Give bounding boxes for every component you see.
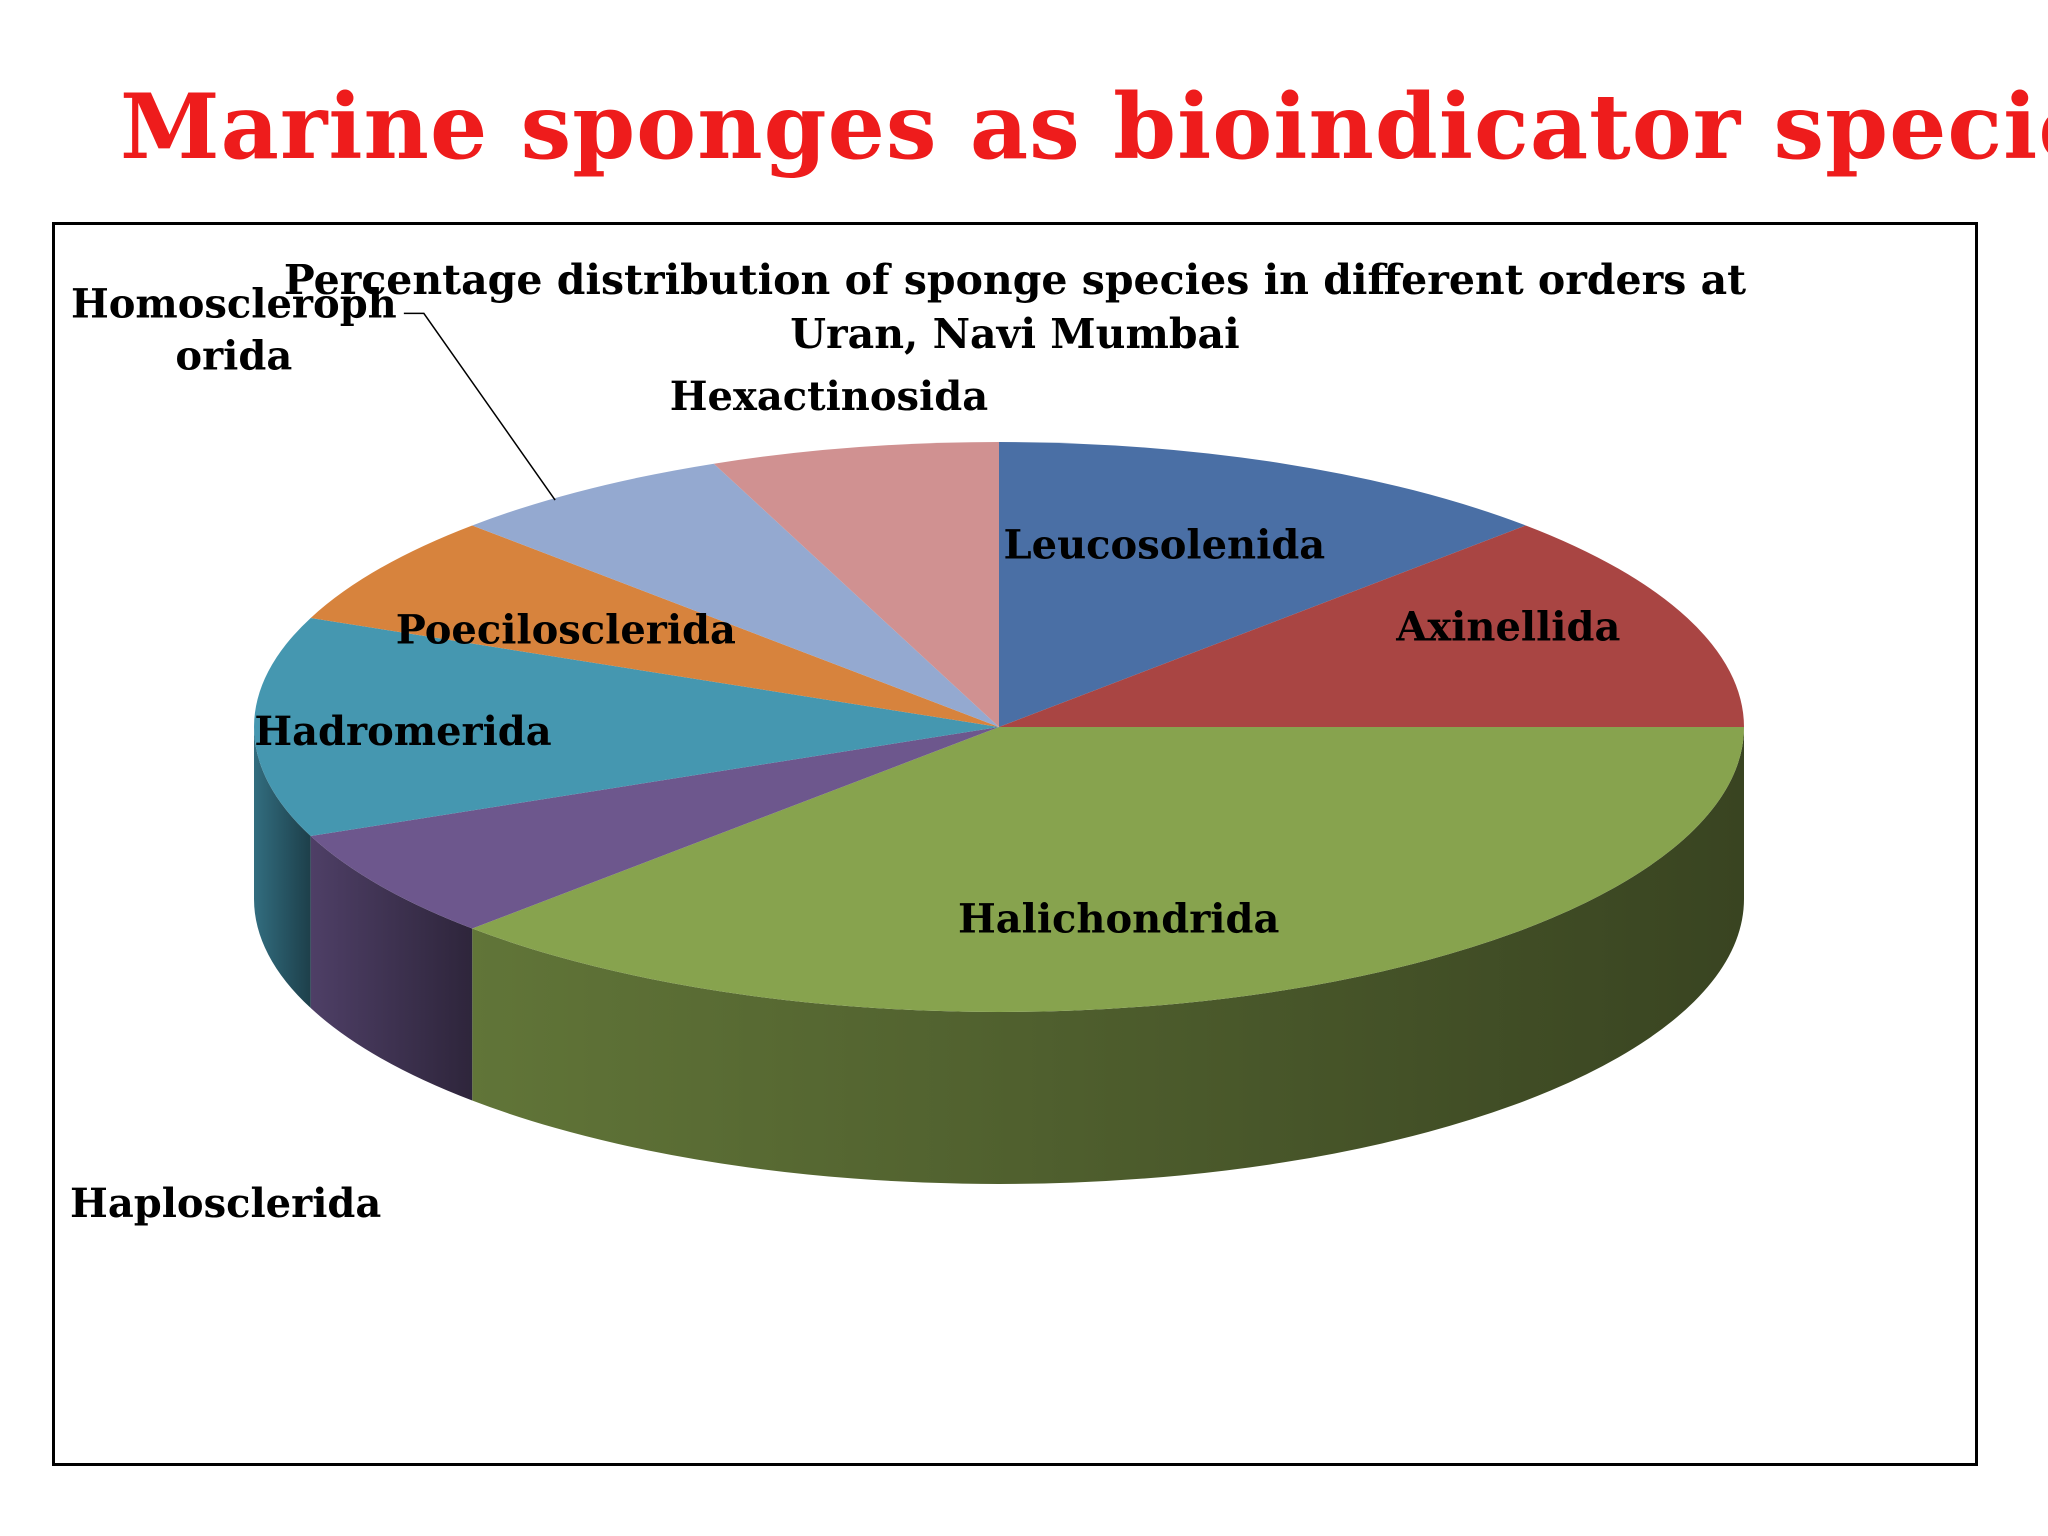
data-label-line: Hadromerida — [254, 708, 551, 755]
leader-line-homoscleroph-orida — [403, 312, 556, 501]
pie-slice-haplosclerida — [310, 727, 999, 929]
data-label-line: Hexactinosida — [670, 373, 988, 420]
chart-title-line-1: Percentage distribution of sponge specie… — [283, 256, 1747, 304]
data-label-hadromerida: Hadromerida — [254, 708, 551, 755]
data-label-poecilosclerida: Poecilosclerida — [396, 607, 736, 654]
data-label-axinellida: Axinellida — [1395, 603, 1620, 650]
data-label-line: Halichondrida — [958, 895, 1279, 942]
data-label-hexactinosida: Hexactinosida — [670, 373, 988, 420]
pie-slice-homoscleroph-orida — [472, 463, 1000, 727]
pie-side-haplosclerida — [310, 836, 473, 1101]
data-label-line: orida — [175, 332, 292, 379]
pie-side-halichondrida — [472, 727, 1745, 1185]
pie-slice-hadromerida — [254, 617, 1000, 837]
data-label-line: Leucosolenida — [1004, 521, 1326, 568]
pie-chart: Leucosolenida Axinellida Halichondrida Hapl… — [70, 280, 1745, 1227]
pie-side-hadromerida — [254, 727, 311, 1009]
pie-slice-halichondrida — [472, 727, 1745, 1013]
data-label-line: Haplosclerida — [70, 1180, 381, 1227]
data-label-line: Poecilosclerida — [396, 607, 736, 654]
data-label-halichondrida: Halichondrida — [958, 895, 1279, 942]
chart-title: Percentage distribution of sponge specie… — [55, 253, 1975, 361]
chart-title-line-2: Uran, Navi Mumbai — [790, 310, 1240, 358]
data-label-homoscleroph-orida: Homoscleroph orida — [71, 280, 397, 379]
slide-title: Marine sponges as bioindicator species — [120, 74, 2048, 180]
data-label-line: Axinellida — [1395, 603, 1620, 650]
chart-frame: Percentage distribution of sponge specie… — [52, 222, 1978, 1466]
pie-slice-leucosolenida — [999, 442, 1526, 727]
pie-slice-poecilosclerida — [310, 525, 999, 727]
data-label-line: Homoscleroph — [71, 280, 397, 327]
pie-slice-hexactinosida — [713, 442, 999, 727]
data-label-leucosolenida: Leucosolenida — [1004, 521, 1326, 568]
pie-slice-axinellida — [999, 525, 1744, 727]
data-label-haplosclerida: Haplosclerida — [70, 1180, 381, 1227]
